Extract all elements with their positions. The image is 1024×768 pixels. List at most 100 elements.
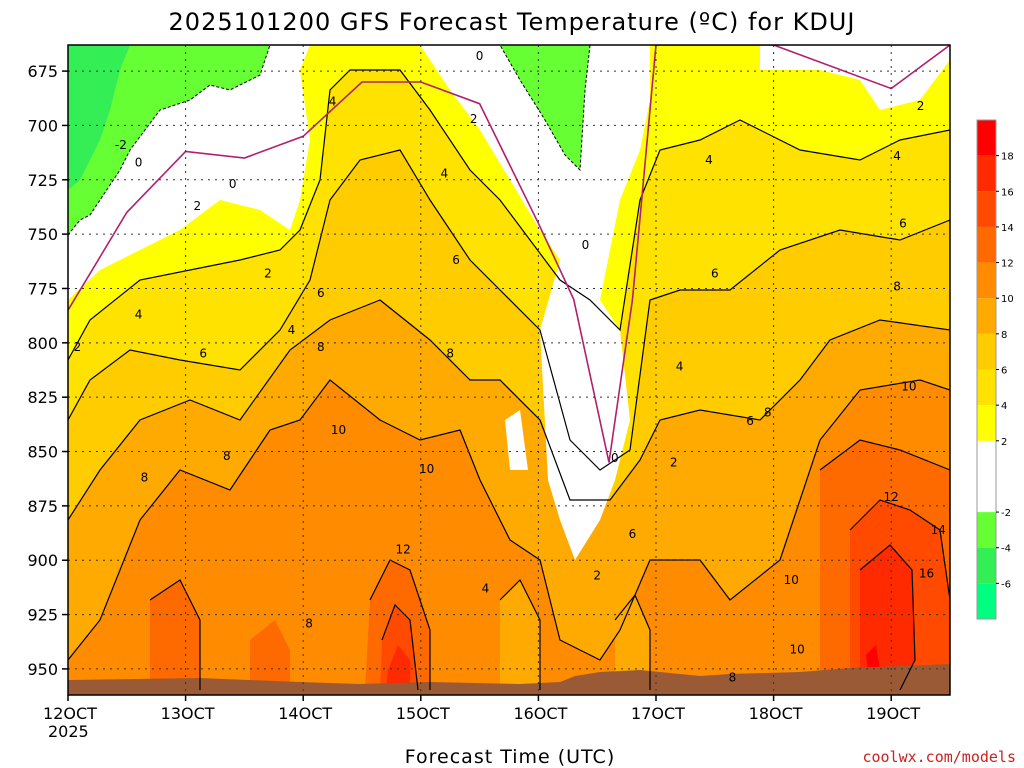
colorbar-swatch	[977, 512, 996, 548]
contour-label: 12	[396, 542, 411, 556]
credit-text: coolwx.com/models	[862, 748, 1016, 766]
colorbar-tick-label: 10	[1001, 294, 1014, 305]
colorbar-tick-label: 18	[1001, 152, 1014, 163]
contour-label: 0	[229, 177, 237, 191]
colorbar-tick-label: 16	[1001, 187, 1014, 198]
contour-label: 4	[676, 360, 684, 374]
contour-label: 2	[470, 112, 478, 126]
colorbar-tick-label: 4	[1001, 401, 1007, 412]
contour-label: 8	[141, 471, 149, 485]
contour-label: 0	[476, 49, 484, 63]
chart-title: 2025101200 GFS Forecast Temperature (ºC)…	[169, 8, 856, 36]
contour-label: 10	[784, 573, 799, 587]
y-axis: 675 700 725 750 775 800 825 850 875 900 925 950	[27, 62, 68, 679]
colorbar-swatch	[977, 226, 996, 263]
x-tick-label: 19OCT	[866, 704, 920, 723]
contour-label: 8	[764, 405, 772, 419]
contour-label: 8	[317, 340, 325, 354]
colorbar-swatch	[977, 191, 996, 227]
y-tick-label: 700	[27, 116, 58, 135]
colorbar-tick-label: 2	[1001, 437, 1007, 448]
colorbar-tick-label: 6	[1001, 366, 1007, 377]
colorbar-tick-label: 8	[1001, 330, 1007, 341]
contour-label: 8	[729, 671, 737, 685]
plot-frame	[67, 44, 951, 696]
contour-label: 4	[329, 95, 337, 109]
colorbar-swatch	[977, 369, 996, 406]
y-tick-label: 775	[27, 279, 58, 298]
grid	[67, 45, 950, 695]
colorbar-tick-label: -2	[1001, 508, 1011, 519]
contour-label: 8	[223, 449, 231, 463]
y-tick-label: 950	[27, 660, 58, 679]
contour-label: 4	[440, 166, 448, 180]
plot-fill	[68, 45, 950, 695]
surface-terrain	[68, 664, 950, 695]
colorbar-swatch	[977, 440, 996, 513]
x-year-label: 2025	[48, 722, 89, 741]
y-tick-label: 925	[27, 606, 58, 625]
contour-label: 2	[670, 455, 678, 469]
contour-lines	[68, 69, 950, 691]
x-tick-label: 14OCT	[278, 704, 332, 723]
y-tick-label: 850	[27, 443, 58, 462]
colorbar-tick-label: 12	[1001, 259, 1014, 270]
x-tick-label: 12OCT	[43, 704, 97, 723]
contour-label: 6	[746, 414, 754, 428]
colorbar-swatch	[977, 155, 996, 192]
colorbar-tick-label: -6	[1001, 579, 1011, 590]
colorbar: 18 16 14 12 10 8 6 4 2 -2 -4 -6	[976, 119, 1014, 620]
contour-label: 2	[917, 99, 925, 113]
x-tick-label: 16OCT	[513, 704, 567, 723]
contour-label: 4	[705, 153, 713, 167]
contour-label: 4	[482, 581, 490, 595]
colorbar-swatch	[977, 333, 996, 370]
y-tick-label: 675	[27, 62, 58, 81]
contour-label: 10	[789, 642, 804, 656]
x-tick-label: 18OCT	[749, 704, 803, 723]
contour-label: 12	[884, 490, 899, 504]
contour-label: 4	[893, 149, 901, 163]
y-tick-label: 825	[27, 388, 58, 407]
contour-label: 6	[317, 286, 325, 300]
y-tick-label: 875	[27, 497, 58, 516]
freezing-line-path	[68, 45, 950, 463]
contour-label: -2	[115, 138, 127, 152]
contour-label: 2	[74, 340, 82, 354]
colorbar-swatch	[977, 120, 996, 156]
contour-label: 2	[264, 266, 272, 280]
contour-label: 8	[893, 279, 901, 293]
contour-label: 16	[919, 566, 934, 580]
y-tick-label: 750	[27, 225, 58, 244]
x-tick-label: 13OCT	[161, 704, 215, 723]
contour-label: 0	[582, 238, 590, 252]
contour-label: 10	[331, 423, 346, 437]
contour-label: 6	[899, 216, 907, 230]
contour-label: 0	[611, 451, 619, 465]
x-tick-label: 15OCT	[396, 704, 450, 723]
colorbar-swatch	[977, 547, 996, 584]
y-tick-label: 725	[27, 171, 58, 190]
cold-contour-lines	[68, 45, 591, 236]
y-tick-label: 900	[27, 551, 58, 570]
contour-label: 10	[901, 379, 916, 393]
contour-label: 4	[135, 308, 143, 322]
colorbar-swatch	[977, 583, 996, 619]
colorbar-tick-label: 14	[1001, 223, 1014, 234]
x-tick-label: 17OCT	[631, 704, 685, 723]
colorbar-swatch	[977, 298, 996, 334]
contour-label: 8	[305, 616, 313, 630]
contour-label: 10	[419, 462, 434, 476]
x-axis-label: Forecast Time (UTC)	[405, 746, 615, 768]
contour-label: 6	[629, 527, 637, 541]
contour-label: 2	[593, 568, 601, 582]
colorbar-tick-label: -4	[1001, 544, 1011, 555]
colorbar-swatch	[977, 262, 996, 299]
contour-label: 8	[446, 347, 454, 361]
freezing-line	[68, 45, 950, 463]
contour-label: 0	[135, 155, 143, 169]
colorbar-swatch	[977, 405, 996, 441]
y-tick-label: 800	[27, 334, 58, 353]
